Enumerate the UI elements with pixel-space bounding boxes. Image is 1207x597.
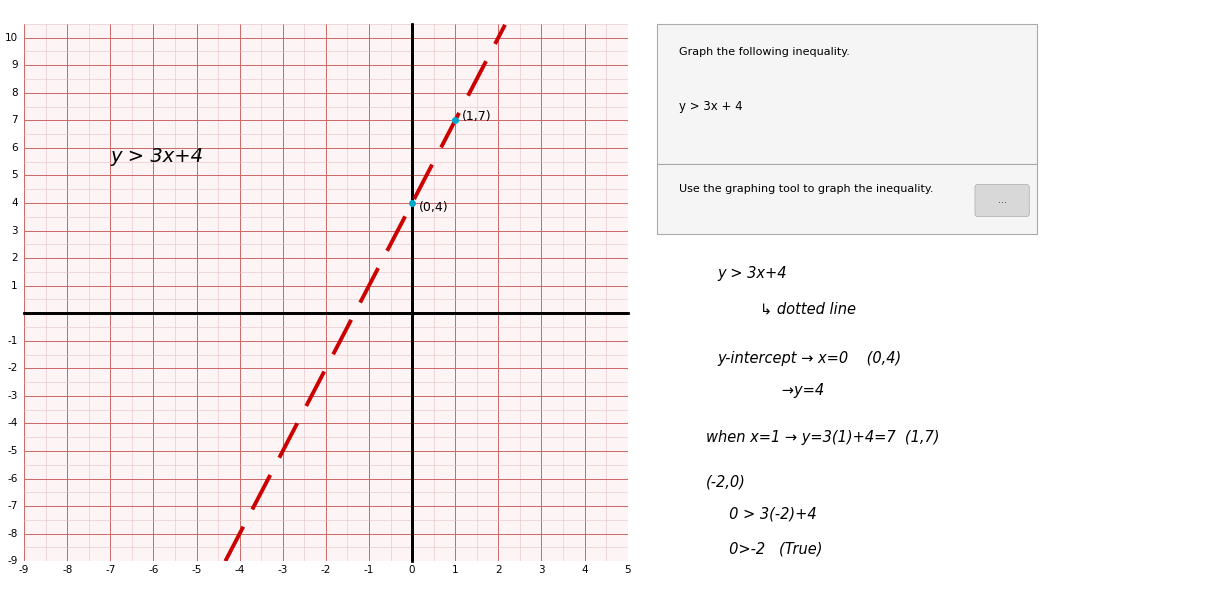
Text: y > 3x+4: y > 3x+4 [110,147,203,165]
Text: -3: -3 [278,565,288,576]
Text: -8: -8 [7,528,18,538]
Text: 4: 4 [582,565,588,576]
Text: 10: 10 [5,33,18,42]
Text: (-2,0): (-2,0) [706,474,746,489]
Text: when x=1 → y=3(1)+4=7  (1,7): when x=1 → y=3(1)+4=7 (1,7) [706,430,939,445]
Text: 1: 1 [11,281,18,291]
Text: 0>-2   (True): 0>-2 (True) [706,541,823,556]
Text: -6: -6 [7,473,18,484]
Text: 0 > 3(-2)+4: 0 > 3(-2)+4 [706,506,817,521]
Text: 4: 4 [11,198,18,208]
Text: 5: 5 [624,565,631,576]
Text: -9: -9 [19,565,29,576]
Text: 2: 2 [495,565,502,576]
Text: 9: 9 [11,60,18,70]
Text: -5: -5 [192,565,202,576]
Text: y-intercept → x=0    (0,4): y-intercept → x=0 (0,4) [717,351,902,366]
Text: -9: -9 [7,556,18,566]
Text: -1: -1 [363,565,374,576]
Text: (0,4): (0,4) [419,201,448,214]
Text: 0: 0 [409,565,415,576]
Text: -7: -7 [105,565,116,576]
Text: 1: 1 [451,565,459,576]
Text: Use the graphing tool to graph the inequality.: Use the graphing tool to graph the inequ… [680,184,933,195]
Text: -5: -5 [7,446,18,456]
Text: -3: -3 [7,391,18,401]
Text: 8: 8 [11,88,18,98]
Text: -4: -4 [7,418,18,429]
Text: ↳ dotted line: ↳ dotted line [760,301,857,316]
Text: y > 3x+4: y > 3x+4 [717,266,787,281]
Text: -4: -4 [234,565,245,576]
Text: 3: 3 [538,565,544,576]
Text: -6: -6 [148,565,158,576]
Text: 5: 5 [11,170,18,180]
Text: (1,7): (1,7) [461,110,491,124]
Text: -2: -2 [7,364,18,373]
Text: y > 3x + 4: y > 3x + 4 [680,100,742,113]
Text: 2: 2 [11,253,18,263]
Text: -7: -7 [7,501,18,511]
Text: -8: -8 [62,565,72,576]
FancyBboxPatch shape [658,164,1038,234]
Text: -1: -1 [7,336,18,346]
Text: ...: ... [998,195,1007,205]
Text: Graph the following inequality.: Graph the following inequality. [680,47,850,57]
Text: 3: 3 [11,226,18,236]
Text: 6: 6 [11,143,18,153]
Text: 7: 7 [11,115,18,125]
FancyBboxPatch shape [658,23,1038,164]
Text: -2: -2 [321,565,331,576]
Text: →y=4: →y=4 [717,383,824,398]
FancyBboxPatch shape [975,184,1030,217]
